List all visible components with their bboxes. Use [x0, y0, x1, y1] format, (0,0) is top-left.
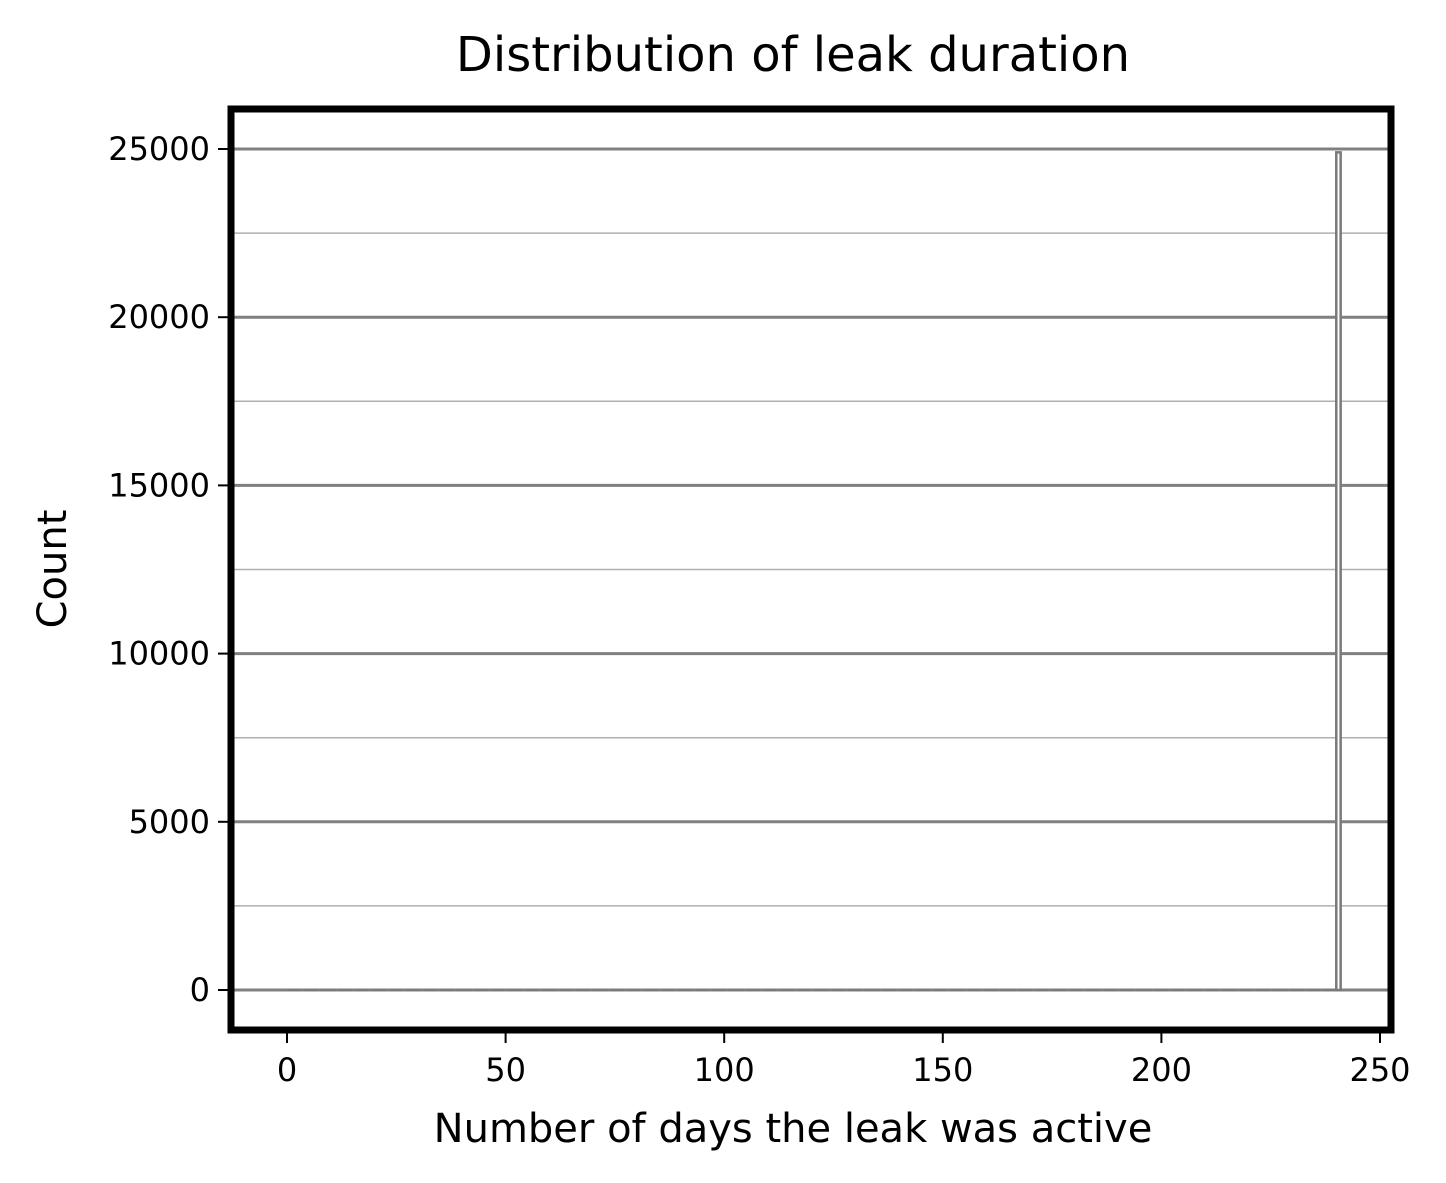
histogram-bars — [287, 151, 1342, 992]
y-tick-label: 0 — [190, 971, 210, 1009]
y-tick-label: 10000 — [108, 635, 210, 673]
minor-gridlines — [231, 232, 1391, 907]
chart-title: Distribution of leak duration — [456, 27, 1130, 83]
plot-area — [227, 105, 1395, 1034]
histogram-bar — [1335, 151, 1342, 992]
x-tick-label: 250 — [1349, 1051, 1410, 1089]
x-tick-label: 0 — [277, 1051, 297, 1089]
x-tick-label: 50 — [485, 1051, 526, 1089]
y-tick-label: 5000 — [129, 803, 210, 841]
x-tick-label: 200 — [1131, 1051, 1192, 1089]
plot-frame — [227, 105, 1395, 1034]
x-axis-ticks: 0 50 100 150 200 250 — [277, 1033, 1411, 1089]
y-tick-label: 20000 — [108, 298, 210, 336]
y-axis-label: Count — [30, 510, 76, 629]
x-axis-label: Number of days the leak was active — [434, 1106, 1153, 1152]
y-tick-label: 25000 — [108, 130, 210, 168]
y-tick-label: 15000 — [108, 466, 210, 504]
y-axis-ticks: 0 5000 10000 15000 20000 25000 — [108, 130, 228, 1009]
x-tick-label: 100 — [694, 1051, 755, 1089]
x-tick-label: 150 — [912, 1051, 973, 1089]
